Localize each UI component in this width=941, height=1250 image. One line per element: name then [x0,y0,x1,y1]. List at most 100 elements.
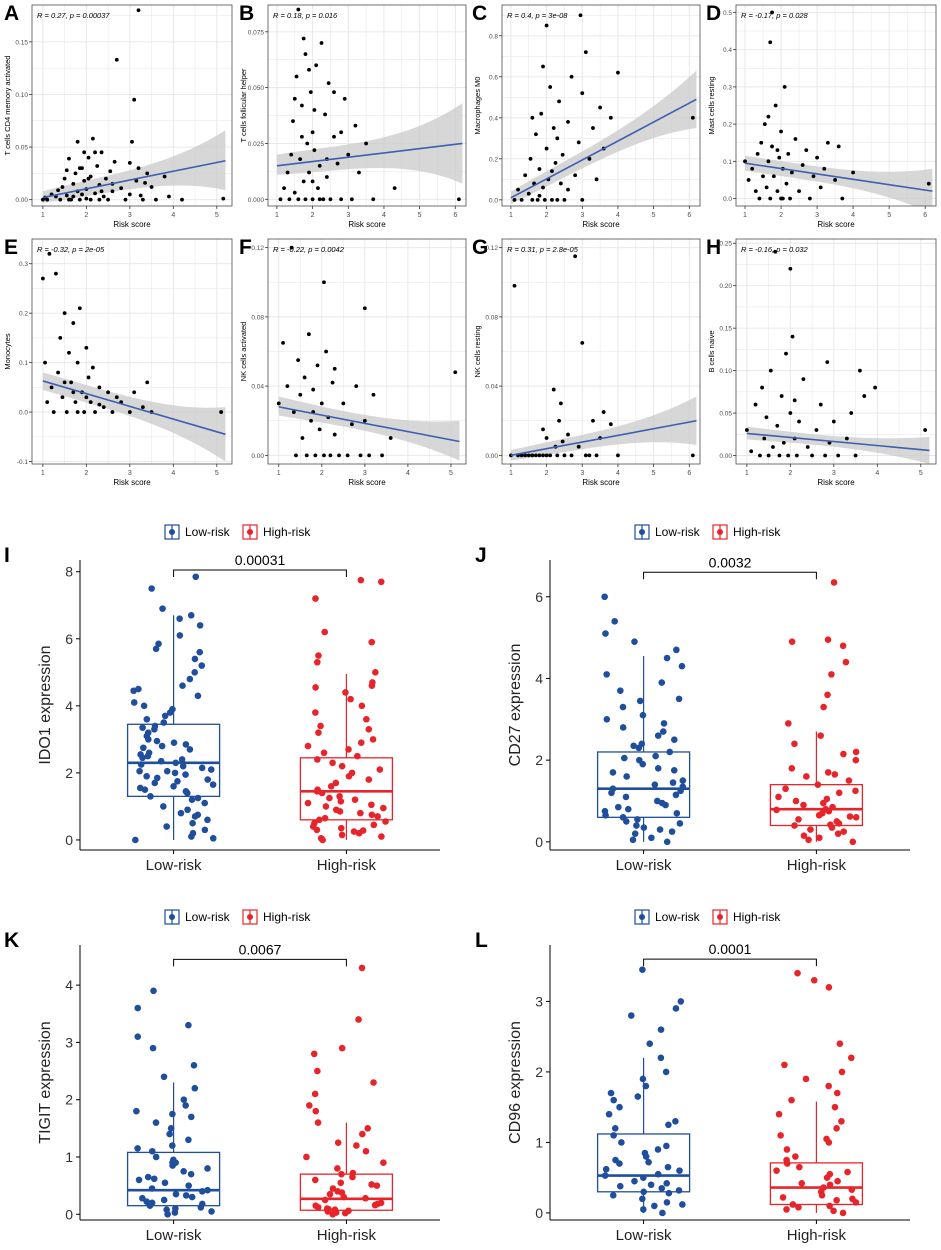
legend-high-label: High-risk [733,910,781,924]
x-tick-label: 2 [320,470,324,477]
jitter-point [368,811,376,819]
data-point [555,453,560,458]
jitter-point [662,801,669,809]
data-point [303,197,308,202]
data-point [296,7,301,12]
jitter-point [155,640,162,648]
jitter-point [810,976,818,984]
jitter-point [201,826,209,834]
data-point [578,13,583,18]
jitter-point [187,1113,195,1121]
y-tick-label: 0 [65,1206,73,1222]
jitter-point [334,1139,342,1146]
jitter-point [143,772,150,780]
y-tick-label: 0.8 [489,33,498,40]
p-value-label: 0.0001 [709,941,752,957]
jitter-point [619,724,627,731]
jitter-point [633,822,640,829]
data-point [337,453,341,458]
jitter-point [304,799,312,807]
data-point [319,401,324,406]
boxplot-panel-i: Low-risk High-risk 0 2 4 6 8 Low-risk High-risk I… [0,510,470,880]
data-point [332,134,336,139]
jitter-point [852,814,860,821]
jitter-point [369,736,377,743]
jitter-point [679,1201,686,1208]
y-axis-title: NK cells resting [473,325,482,377]
jitter-point [209,781,217,788]
x-tick-label: High-risk [787,857,847,874]
correlation-annotation: R = -0.16, p = 0.032 [741,245,809,254]
jitter-point [182,1102,189,1109]
jitter-point [329,759,336,767]
jitter-point [791,822,798,829]
jitter-point [783,1156,790,1164]
jitter-point [160,719,168,726]
data-point [312,108,317,112]
jitter-point [374,813,381,820]
jitter-point [654,765,662,772]
panel-border [735,4,937,207]
regression-line [42,159,226,199]
jitter-point [194,692,202,700]
data-point [362,306,367,311]
jitter-point [840,828,847,835]
jitter-point [336,793,343,800]
boxplot-panel-j: Low-risk High-risk 0 2 4 6 Low-risk High-risk CD… [470,510,940,880]
x-axis-title: Risk score [582,220,620,229]
data-point [544,453,549,458]
jitter-point [805,836,812,844]
jitter-point [627,1012,635,1019]
y-tick-label: 2 [535,752,543,768]
data-point [60,395,65,400]
data-point [301,36,306,41]
legend-low-label: Low-risk [185,910,231,924]
y-tick-label: 0 [535,1205,543,1221]
data-point [362,418,367,423]
jitter-point [311,1176,319,1184]
data-point [807,196,812,201]
data-point [537,453,542,458]
data-point [114,395,119,400]
jitter-point [136,767,143,775]
data-point [289,245,294,250]
data-point [346,152,351,157]
x-tick-label: 1 [41,212,45,219]
correlation-annotation: R = -0.32, p = 2e-05 [37,245,105,254]
jitter-point [639,1075,647,1083]
y-tick-label: 0.08 [251,314,264,321]
y-tick-label: 0.3 [19,261,28,268]
box [769,1162,864,1206]
data-point [690,453,695,458]
jitter-point [672,1117,679,1125]
data-point [364,141,369,146]
x-tick-label: 1 [509,212,513,219]
data-point [557,418,561,423]
data-point [149,185,154,189]
jitter-point [304,742,312,750]
jitter-point [179,762,187,770]
y-axis-title: T cells CD4 memory activated [3,56,12,156]
data-point [580,197,585,202]
x-tick-label: Low-risk [146,857,202,874]
x-tick-label: 2 [84,470,88,477]
data-point [317,197,322,202]
jitter-point [827,821,834,828]
data-point [523,173,528,178]
x-tick-label: 5 [652,212,656,219]
data-point [801,377,806,381]
y-axis-title: NK cells activated [239,322,248,382]
data-point [541,453,545,458]
data-point [330,380,335,385]
x-tick-label: 2 [545,470,549,477]
data-point [324,175,329,179]
y-tick-label: 0.10 [15,92,28,99]
y-tick-label: 4 [65,977,73,993]
jitter-point [664,1163,672,1171]
y-tick-label: 0.15 [719,326,732,333]
y-tick-label: 0.12 [251,245,264,252]
jitter-point [782,785,789,793]
data-point [836,144,841,149]
jitter-point [188,833,195,840]
x-tick-label: 4 [875,470,879,477]
